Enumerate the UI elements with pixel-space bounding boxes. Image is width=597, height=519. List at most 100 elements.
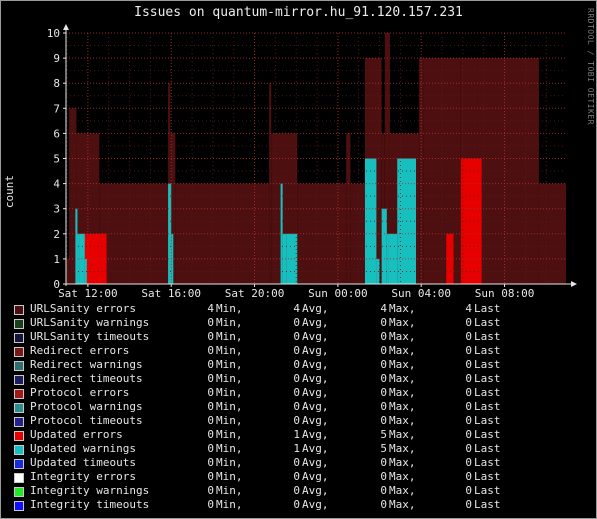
updated-errors-step bbox=[82, 233, 107, 284]
legend-avg-value: 0 bbox=[293, 498, 300, 511]
legend-max-value: 0 bbox=[380, 400, 387, 413]
legend-min-value: 0 bbox=[207, 484, 214, 497]
legend-avg-label: Avg, bbox=[302, 358, 329, 371]
y-tick-label: 2 bbox=[53, 228, 60, 241]
legend-swatch bbox=[14, 333, 24, 343]
legend-last-value: 4 bbox=[465, 302, 472, 315]
legend-avg-label: Avg, bbox=[302, 498, 329, 511]
legend-max-label: Max, bbox=[389, 414, 416, 427]
legend-max-label: Max, bbox=[389, 358, 416, 371]
legend-swatch bbox=[14, 501, 24, 511]
legend-max-label: Max, bbox=[389, 498, 416, 511]
updated-warnings-step bbox=[79, 233, 85, 284]
urlsanity-errors-step bbox=[170, 133, 176, 284]
legend-swatch bbox=[14, 361, 24, 371]
legend-avg-label: Avg, bbox=[302, 428, 329, 441]
legend-avg-value: 0 bbox=[293, 456, 300, 469]
urlsanity-errors-step bbox=[99, 183, 169, 284]
legend-last-label: Last bbox=[474, 442, 501, 455]
legend-min-label: Min, bbox=[216, 428, 243, 441]
legend-avg-value: 0 bbox=[293, 330, 300, 343]
legend-last-value: 0 bbox=[465, 344, 472, 357]
legend-max-value: 0 bbox=[380, 316, 387, 329]
legend-avg-label: Avg, bbox=[302, 316, 329, 329]
y-tick-label: 8 bbox=[53, 77, 60, 90]
legend-min-label: Min, bbox=[216, 442, 243, 455]
chart-title: Issues on quantum-mirror.hu_91.120.157.2… bbox=[134, 5, 463, 20]
updated-warnings-step bbox=[286, 233, 298, 284]
legend-avg-label: Avg, bbox=[302, 372, 329, 385]
legend-min-value: 0 bbox=[207, 498, 214, 511]
legend-max-value: 0 bbox=[380, 456, 387, 469]
legend-last-value: 0 bbox=[465, 372, 472, 385]
legend-last-value: 0 bbox=[465, 456, 472, 469]
legend-max-label: Max, bbox=[389, 470, 416, 483]
legend-series-name: Updated warnings bbox=[30, 442, 136, 455]
x-tick-label: Sun 04:00 bbox=[391, 287, 451, 300]
legend-avg-label: Avg, bbox=[302, 470, 329, 483]
updated-warnings-step bbox=[84, 258, 87, 284]
legend-last-value: 0 bbox=[465, 414, 472, 427]
legend-max-value: 0 bbox=[380, 498, 387, 511]
series-updated-errors bbox=[82, 158, 482, 284]
legend-max-label: Max, bbox=[389, 316, 416, 329]
legend-min-value: 0 bbox=[207, 386, 214, 399]
legend-series-name: Redirect warnings bbox=[30, 358, 143, 371]
legend-series-name: Updated errors bbox=[30, 428, 123, 441]
legend-avg-value: 4 bbox=[293, 302, 300, 315]
legend-min-value: 0 bbox=[207, 428, 214, 441]
legend-series-name: Protocol warnings bbox=[30, 400, 143, 413]
legend-min-value: 0 bbox=[207, 470, 214, 483]
legend-avg-label: Avg, bbox=[302, 302, 329, 315]
legend-max-value: 0 bbox=[380, 344, 387, 357]
legend-max-label: Max, bbox=[389, 330, 416, 343]
legend-min-label: Min, bbox=[216, 344, 243, 357]
legend-series-name: URLSanity timeouts bbox=[30, 330, 150, 343]
urlsanity-errors-step bbox=[69, 108, 77, 284]
legend-min-label: Min, bbox=[216, 414, 243, 427]
legend-avg-value: 0 bbox=[293, 400, 300, 413]
legend-max-label: Max, bbox=[389, 400, 416, 413]
legend-last-label: Last bbox=[474, 372, 501, 385]
updated-warnings-step bbox=[376, 258, 380, 284]
legend-max-value: 0 bbox=[380, 484, 387, 497]
legend-last-label: Last bbox=[474, 470, 501, 483]
legend-avg-value: 1 bbox=[293, 428, 300, 441]
legend-max-value: 0 bbox=[380, 372, 387, 385]
updated-warnings-step bbox=[403, 158, 416, 284]
legend-max-label: Max, bbox=[389, 442, 416, 455]
legend-avg-value: 0 bbox=[293, 344, 300, 357]
legend-swatch bbox=[14, 417, 24, 427]
y-tick-label: 6 bbox=[53, 127, 60, 140]
x-tick-label: Sat 16:00 bbox=[141, 287, 201, 300]
legend-min-value: 0 bbox=[207, 330, 214, 343]
legend-series-name: URLSanity warnings bbox=[30, 316, 150, 329]
legend-last-value: 0 bbox=[465, 498, 472, 511]
legend-min-value: 0 bbox=[207, 372, 214, 385]
legend-avg-value: 0 bbox=[293, 358, 300, 371]
legend-avg-label: Avg, bbox=[302, 484, 329, 497]
legend-avg-label: Avg, bbox=[302, 400, 329, 413]
legend-last-label: Last bbox=[474, 302, 501, 315]
updated-warnings-step bbox=[381, 208, 387, 284]
y-tick-label: 5 bbox=[53, 153, 60, 166]
legend-last-value: 0 bbox=[465, 484, 472, 497]
legend-avg-label: Avg, bbox=[302, 442, 329, 455]
updated-warnings-step bbox=[282, 233, 287, 284]
y-tick-label: 0 bbox=[53, 278, 60, 291]
legend-last-label: Last bbox=[474, 386, 501, 399]
legend-max-value: 0 bbox=[380, 470, 387, 483]
legend-last-value: 0 bbox=[465, 358, 472, 371]
legend-max-value: 5 bbox=[380, 428, 387, 441]
legend-series-name: Updated timeouts bbox=[30, 456, 136, 469]
legend-max-value: 5 bbox=[380, 442, 387, 455]
y-axis-arrow bbox=[63, 24, 69, 30]
updated-warnings-step bbox=[75, 208, 78, 284]
legend-min-label: Min, bbox=[216, 498, 243, 511]
chart-plot: 0 1 2 3 4 5 6 7 8 9 10 Sat 12:00 Sat 16:00 Sat 20:00 S… bbox=[47, 24, 577, 300]
legend-max-value: 0 bbox=[380, 414, 387, 427]
legend-min-label: Min, bbox=[216, 316, 243, 329]
legend-last-value: 0 bbox=[465, 400, 472, 413]
legend-swatch bbox=[14, 487, 24, 497]
updated-errors-step bbox=[460, 158, 482, 284]
